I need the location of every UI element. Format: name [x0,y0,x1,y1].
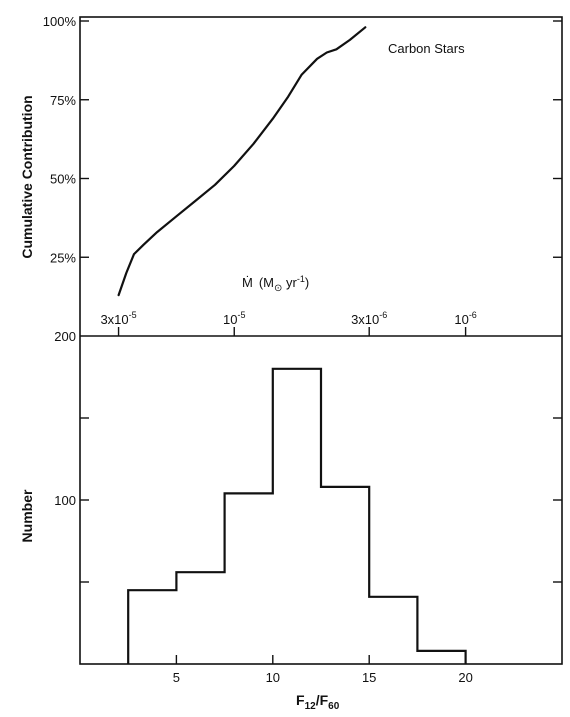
f12-letter: F [296,692,305,708]
histogram-bar [417,651,465,664]
histogram-outline [127,367,467,664]
f60-letter: F [320,692,329,708]
histogram-bar [321,487,369,664]
figure-frame [79,16,563,665]
mass-loss-axis-ticks: 3x10-5 10-5 3x10-6 10-6 [100,310,477,336]
f-slash: / [316,692,320,708]
cumulative-ytick-label: 100% [43,14,77,29]
cumulative-ytick-label: 25% [50,250,76,265]
histogram-bar [369,597,417,664]
mass-loss-tick-label: 3x10-5 [100,310,136,327]
number-axis-title: Number [19,489,35,542]
histogram-bar [225,493,273,664]
number-ytick-label: 100 [54,493,76,508]
carbon-stars-annotation: Carbon Stars [388,41,465,56]
mass-loss-unit-open: (M [259,275,274,290]
histogram-bar [273,369,321,664]
mass-loss-unit-yr: yr [282,275,297,290]
mass-loss-unit-exp: -1 [297,274,305,284]
cumulative-contribution-axis-title: Cumulative Contribution [19,95,35,258]
mass-loss-symbol: Ṁ [242,275,253,290]
f12-f60-xtick-label: 10 [266,670,280,685]
f12-f60-xtick-label: 5 [173,670,180,685]
cumulative-ytick-label: 50% [50,172,76,187]
cumulative-contribution-curve [117,26,367,297]
mass-loss-tick-label: 10-5 [223,310,245,327]
f12-f60-xtick-label: 20 [458,670,472,685]
histogram-bar [176,572,224,664]
mass-loss-axis-label: Ṁ (M⊙ yr-1) [242,274,309,294]
mass-loss-unit-close: ) [305,275,309,290]
top-panel-tick-labels: 25% 50% 75% 100% [43,14,77,265]
f12-f60-xtick-label: 15 [362,670,376,685]
mass-loss-tick-label: 10-6 [454,310,476,327]
top-panel-ticks [80,20,562,258]
number-ytick-label: 200 [54,329,76,344]
histogram-bins [128,369,465,664]
cumulative-ytick-label: 75% [50,93,76,108]
f60-subscript: 60 [328,701,340,712]
bottom-panel-tick-labels: 100 200 5 10 15 20 [54,329,473,685]
f12-f60-axis-title: F12/F60 [296,692,340,712]
histogram-bar [128,590,176,664]
mass-loss-tick-label: 3x10-6 [351,310,387,327]
f12-subscript: 12 [305,701,317,712]
mass-loss-sun-symbol: ⊙ [274,283,282,294]
